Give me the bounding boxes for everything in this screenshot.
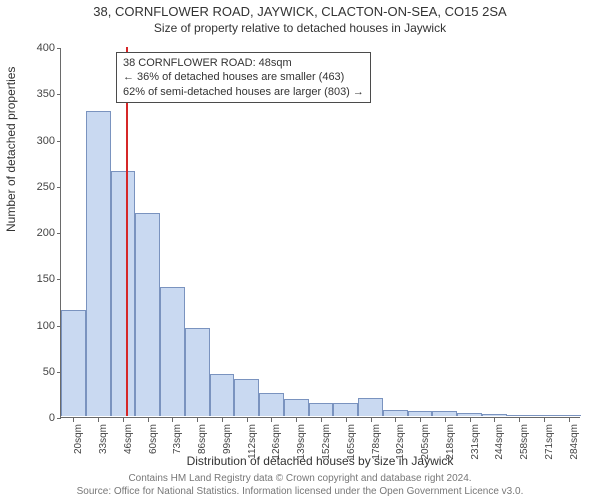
bar bbox=[383, 410, 408, 416]
bar bbox=[259, 393, 284, 416]
y-tick-label: 350 bbox=[17, 88, 55, 100]
y-tick-label: 0 bbox=[17, 412, 55, 424]
x-tick-mark bbox=[519, 418, 520, 422]
x-tick-mark bbox=[371, 418, 372, 422]
y-tick-mark bbox=[57, 279, 61, 280]
annotation-line-1: 38 CORNFLOWER ROAD: 48sqm bbox=[123, 56, 364, 70]
y-tick-label: 200 bbox=[17, 227, 55, 239]
y-tick-label: 300 bbox=[17, 135, 55, 147]
bar bbox=[531, 415, 556, 416]
x-tick-mark bbox=[197, 418, 198, 422]
x-tick-mark bbox=[172, 418, 173, 422]
x-tick-mark bbox=[271, 418, 272, 422]
annotation-line-2: ← 36% of detached houses are smaller (46… bbox=[123, 70, 364, 84]
footer-line-4: Source: Office for National Statistics. … bbox=[77, 486, 524, 497]
x-tick-mark bbox=[346, 418, 347, 422]
bar bbox=[556, 415, 581, 416]
x-tick-mark bbox=[544, 418, 545, 422]
x-tick-mark bbox=[222, 418, 223, 422]
x-tick-mark bbox=[494, 418, 495, 422]
x-tick-mark bbox=[296, 418, 297, 422]
y-tick-mark bbox=[57, 418, 61, 419]
x-tick-mark bbox=[73, 418, 74, 422]
page-title: 38, CORNFLOWER ROAD, JAYWICK, CLACTON-ON… bbox=[0, 0, 600, 19]
x-tick-mark bbox=[321, 418, 322, 422]
x-tick-mark bbox=[247, 418, 248, 422]
plot-region: 05010015020025030035040020sqm33sqm46sqm6… bbox=[60, 48, 580, 418]
y-tick-mark bbox=[57, 94, 61, 95]
y-tick-mark bbox=[57, 141, 61, 142]
bar bbox=[309, 403, 334, 416]
annotation-box: 38 CORNFLOWER ROAD: 48sqm← 36% of detach… bbox=[116, 52, 371, 103]
copyright-footer: Contains HM Land Registry data © Crown c… bbox=[0, 473, 600, 498]
bar bbox=[408, 411, 433, 416]
x-tick-mark bbox=[98, 418, 99, 422]
x-tick-mark bbox=[395, 418, 396, 422]
bar bbox=[432, 411, 457, 416]
bar bbox=[482, 414, 507, 416]
y-tick-label: 400 bbox=[17, 42, 55, 54]
y-tick-label: 50 bbox=[17, 366, 55, 378]
bar bbox=[86, 111, 111, 416]
bar bbox=[111, 171, 136, 416]
bar bbox=[333, 403, 358, 416]
y-tick-mark bbox=[57, 48, 61, 49]
bar bbox=[160, 287, 185, 417]
chart-area: 05010015020025030035040020sqm33sqm46sqm6… bbox=[60, 48, 580, 418]
x-tick-mark bbox=[420, 418, 421, 422]
footer-line-1: Contains HM Land Registry data © Crown c… bbox=[128, 473, 471, 484]
y-tick-label: 100 bbox=[17, 320, 55, 332]
bar bbox=[234, 379, 259, 416]
y-axis-label: Number of detached properties bbox=[4, 67, 18, 232]
annotation-line-3: 62% of semi-detached houses are larger (… bbox=[123, 85, 364, 99]
bar bbox=[185, 328, 210, 416]
bar bbox=[61, 310, 86, 416]
y-tick-label: 150 bbox=[17, 273, 55, 285]
bar bbox=[507, 415, 532, 416]
y-tick-label: 250 bbox=[17, 181, 55, 193]
x-tick-mark bbox=[569, 418, 570, 422]
x-tick-mark bbox=[148, 418, 149, 422]
bar bbox=[457, 413, 482, 416]
bar bbox=[210, 374, 235, 416]
bar bbox=[284, 399, 309, 416]
x-tick-mark bbox=[445, 418, 446, 422]
y-tick-mark bbox=[57, 233, 61, 234]
x-tick-mark bbox=[123, 418, 124, 422]
y-tick-mark bbox=[57, 187, 61, 188]
bar bbox=[358, 398, 383, 417]
x-tick-mark bbox=[470, 418, 471, 422]
x-axis-label: Distribution of detached houses by size … bbox=[60, 454, 580, 468]
page-subtitle: Size of property relative to detached ho… bbox=[0, 19, 600, 35]
bar bbox=[135, 213, 160, 417]
